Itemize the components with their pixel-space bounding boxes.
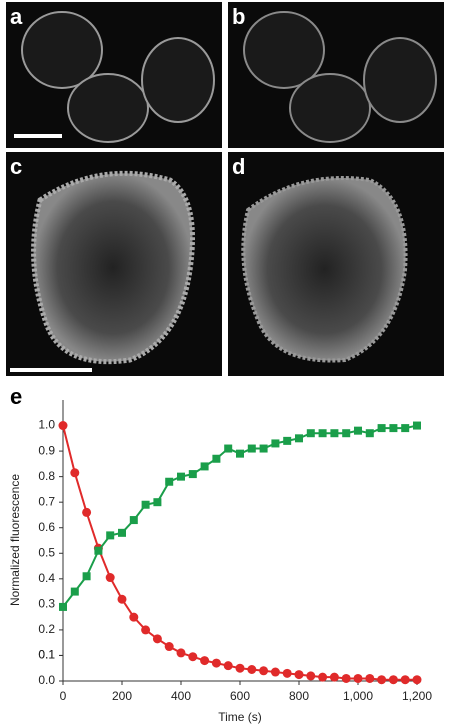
data-point: [377, 675, 387, 685]
data-point: [165, 477, 174, 486]
data-point: [282, 668, 292, 678]
panel-a: a: [6, 2, 222, 148]
panel-label: b: [232, 4, 245, 29]
y-tick-label: 0.5: [38, 545, 55, 559]
panel-label: a: [10, 4, 23, 29]
data-point: [118, 528, 126, 537]
data-point: [388, 675, 398, 685]
data-point: [211, 658, 221, 668]
data-point: [188, 652, 198, 662]
y-tick-label: 0.9: [38, 443, 55, 457]
data-point: [353, 673, 363, 683]
cell-outlines: [243, 11, 437, 143]
data-point: [259, 444, 268, 453]
data-point: [106, 531, 115, 540]
y-tick-label: 0.2: [38, 622, 55, 636]
panel-label: d: [232, 154, 245, 179]
data-point: [400, 675, 410, 685]
data-point: [413, 421, 421, 430]
panel-label: c: [10, 154, 22, 179]
data-point: [365, 673, 375, 683]
y-tick-label: 0.8: [38, 469, 55, 483]
data-point: [401, 424, 410, 433]
data-point: [341, 673, 351, 683]
data-point: [176, 648, 186, 658]
y-tick-label: 0.0: [38, 673, 55, 687]
data-point: [105, 573, 115, 583]
x-tick-label: 600: [230, 689, 250, 703]
x-axis-label: Time (s): [218, 710, 262, 724]
data-point: [82, 572, 91, 581]
x-tick-label: 200: [112, 689, 132, 703]
panel-d: d: [228, 152, 444, 376]
data-point: [329, 672, 339, 682]
data-point: [212, 454, 221, 463]
y-tick-label: 0.4: [38, 571, 55, 585]
data-point: [306, 429, 315, 438]
data-point: [59, 602, 67, 611]
data-point: [295, 434, 303, 443]
data-point: [283, 436, 292, 445]
data-point: [82, 507, 92, 517]
data-point: [247, 444, 256, 453]
data-point: [389, 424, 398, 433]
data-point: [141, 500, 150, 509]
x-tick-label: 400: [171, 689, 191, 703]
data-point: [365, 429, 374, 438]
data-point: [342, 429, 351, 438]
y-tick-label: 1.0: [38, 418, 55, 432]
data-point: [164, 642, 174, 652]
data-point: [58, 421, 68, 431]
x-tick-label: 1,000: [343, 689, 373, 703]
series-line: [62, 425, 417, 681]
cell: [241, 176, 408, 363]
data-point: [200, 656, 210, 666]
data-point: [377, 424, 386, 433]
y-axis-label: Normalized fluorescence: [8, 474, 22, 606]
y-tick-label: 0.3: [38, 597, 55, 611]
y-tick-label: 0.1: [38, 648, 55, 662]
y-tick-label: 0.7: [38, 494, 55, 508]
data-point: [306, 671, 316, 681]
cell: [31, 170, 195, 365]
data-point: [224, 444, 233, 453]
data-point: [223, 661, 233, 671]
data-point: [200, 462, 209, 471]
data-point: [412, 675, 422, 685]
data-point: [294, 670, 304, 680]
data-point: [318, 672, 328, 682]
data-point: [70, 587, 79, 596]
data-point: [94, 546, 103, 555]
x-tick-label: 1,200: [402, 689, 432, 703]
data-point: [318, 429, 327, 438]
data-point: [70, 468, 80, 478]
data-point: [270, 667, 280, 677]
y-tick-label: 0.1: [38, 648, 55, 662]
data-point: [247, 665, 257, 675]
data-point: [129, 612, 139, 622]
panel-b: b: [228, 2, 444, 148]
data-point: [153, 498, 162, 507]
data-point: [152, 634, 162, 644]
data-point: [188, 470, 197, 479]
data-point: [236, 449, 244, 458]
cell-outlines: [21, 11, 215, 143]
data-point: [271, 439, 280, 448]
data-point: [330, 429, 339, 438]
x-tick-label: 800: [289, 689, 309, 703]
data-point: [259, 666, 269, 676]
data-point: [177, 472, 185, 481]
data-point: [141, 625, 151, 635]
data-point: [129, 516, 138, 525]
data-point: [235, 663, 245, 673]
data-point: [354, 426, 362, 435]
data-point: [117, 594, 127, 604]
y-tick-label: 0.6: [38, 520, 55, 534]
x-tick-label: 0: [60, 689, 67, 703]
panel-c: c: [6, 152, 222, 376]
panel-label: e: [10, 384, 22, 409]
